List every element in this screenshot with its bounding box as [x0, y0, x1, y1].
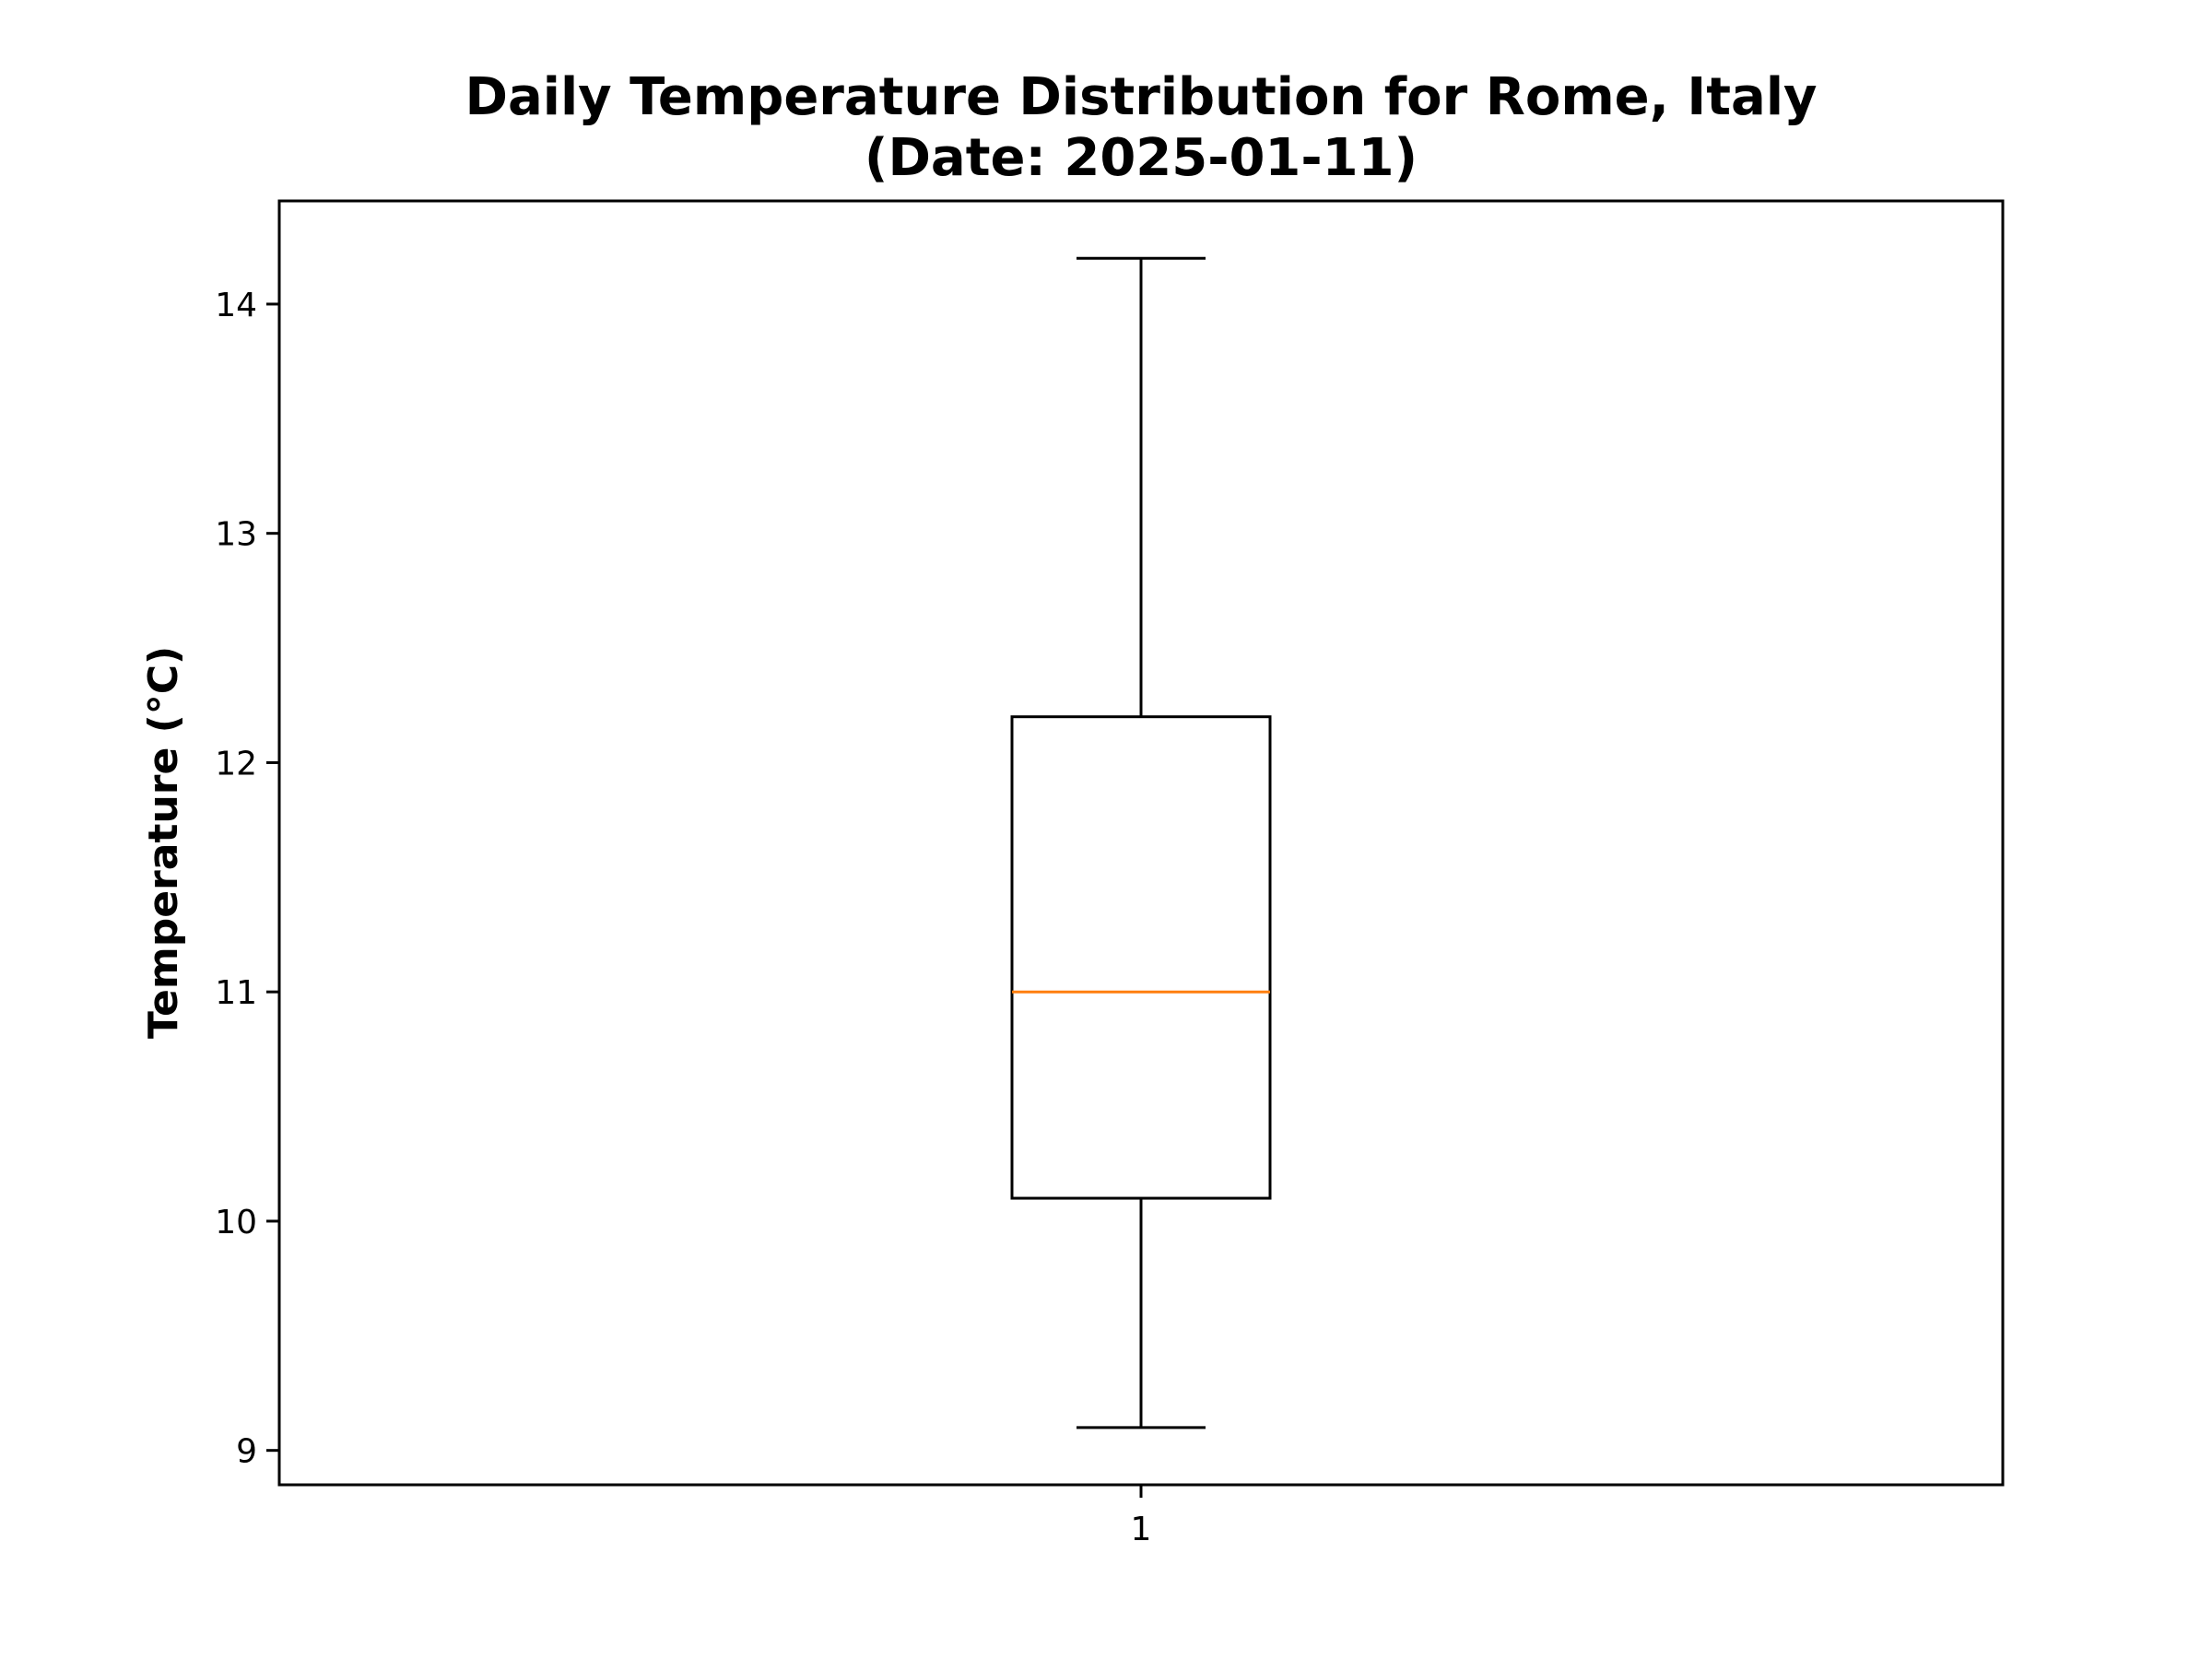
y-tick-label: 14 [215, 287, 257, 324]
plot-area [1010, 256, 1272, 1430]
y-tick-label: 12 [215, 745, 257, 782]
chart-title: Daily Temperature Distribution for Rome,… [465, 67, 1817, 127]
y-tick-label: 9 [236, 1433, 257, 1471]
chart-subtitle: (Date: 2025-01-11) [865, 128, 1418, 188]
x-tick-label: 1 [1131, 1511, 1152, 1548]
y-tick-label: 11 [215, 974, 257, 1012]
y-axis-label: Temperature (°C) [140, 646, 187, 1039]
y-tick-label: 13 [215, 516, 257, 554]
interquartile-box [1010, 715, 1272, 1200]
y-tick-label: 10 [215, 1204, 257, 1241]
